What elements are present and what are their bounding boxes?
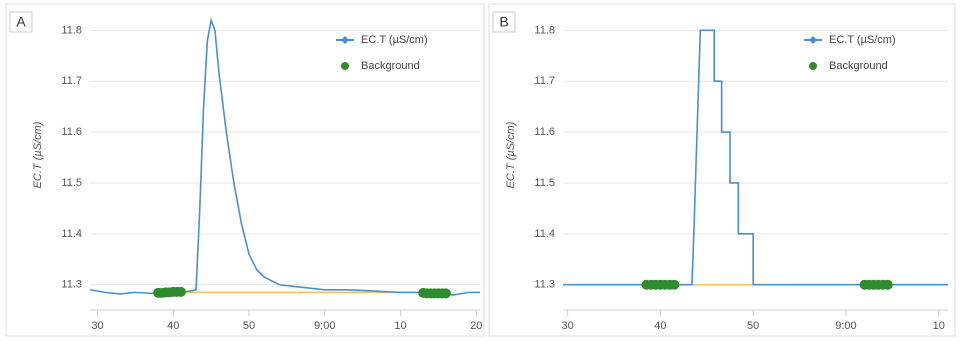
y-tick-label: 11.8 [61,24,82,36]
legend-label: Background [361,60,420,72]
y-tick-label: 11.3 [61,279,82,291]
y-tick-label: 11.3 [534,279,555,291]
series-line [89,17,480,296]
x-tick-label: 10 [394,320,406,332]
background-point [175,286,186,297]
y-axis-label: EC.T (µS/cm) [32,121,44,188]
background-point [440,288,451,299]
x-tick-label: 30 [562,320,574,332]
y-tick-label: 11.6 [61,126,82,138]
y-tick-label: 11.5 [534,177,555,189]
panel-frame [5,3,485,337]
y-tick-label: 11.5 [61,177,82,189]
x-tick-label: 50 [747,320,759,332]
x-tick-label: 30 [91,320,103,332]
panel-frame [488,3,956,337]
legend-label: EC.T (µS/cm) [829,34,896,46]
x-tick-label: 10 [933,320,945,332]
y-tick-label: 11.8 [534,24,555,36]
y-axis-label: EC.T (µS/cm) [505,121,517,188]
x-tick-label: 9:00 [835,320,856,332]
background-point [669,279,680,290]
legend-marker [341,36,349,44]
background-point [882,279,893,290]
x-tick-label: 40 [167,320,179,332]
y-tick-label: 11.6 [534,126,555,138]
panel-label-box [9,11,33,33]
panel-label-box [492,11,516,33]
legend-marker [809,62,817,70]
panel-label: B [499,14,508,30]
x-tick-label: 40 [654,320,666,332]
y-tick-label: 11.4 [534,228,555,240]
x-tick-label: 20 [470,320,482,332]
legend-label: EC.T (µS/cm) [361,34,428,46]
y-tick-label: 11.7 [534,75,555,87]
y-tick-label: 11.7 [61,75,82,87]
x-tick-label: 50 [243,320,255,332]
legend-marker [341,62,349,70]
legend-label: Background [829,60,888,72]
panel-label: A [16,14,26,30]
series-line [563,29,948,286]
legend-marker [809,36,817,44]
x-tick-label: 9:00 [314,320,335,332]
y-tick-label: 11.4 [61,228,82,240]
